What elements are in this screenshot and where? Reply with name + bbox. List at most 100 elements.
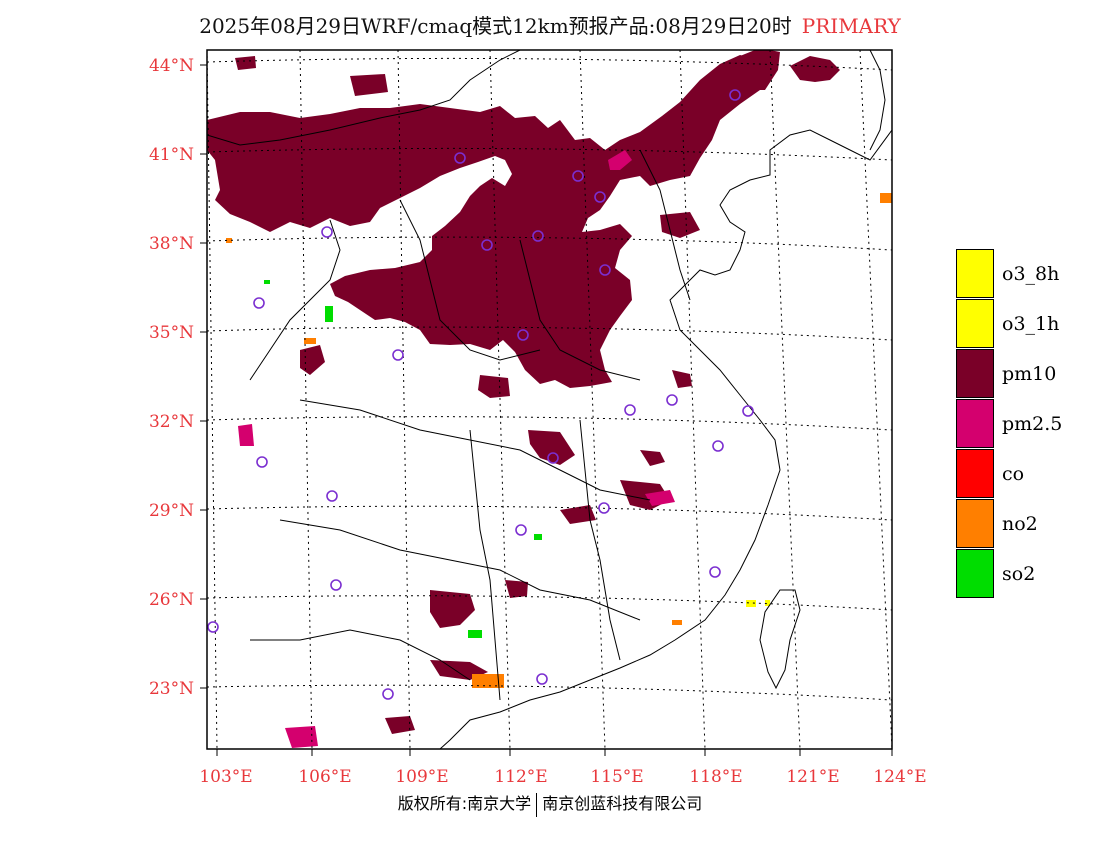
legend-label: pm10 — [1002, 363, 1057, 385]
province-border-3 — [299, 399, 651, 501]
legend-label: so2 — [1002, 563, 1036, 585]
legend-label: co — [1002, 463, 1025, 485]
pm25-areas — [238, 150, 675, 748]
coastline — [439, 129, 892, 749]
so2-areas — [264, 280, 542, 638]
pm10-patch-south — [385, 716, 415, 734]
station-marker — [599, 264, 611, 276]
so2-patch-4 — [264, 280, 270, 284]
no2-areas — [226, 193, 892, 688]
lon-label: 115°E — [590, 767, 643, 787]
province-border-8 — [639, 149, 691, 301]
lon-label: 103°E — [199, 767, 252, 787]
map-content — [207, 50, 892, 749]
pm10-patch-ne1 — [740, 50, 780, 90]
station-marker — [330, 579, 342, 591]
province-border-5 — [469, 429, 501, 701]
lat-label: 41°N — [149, 145, 194, 165]
station-marker — [481, 239, 493, 251]
station-marker — [536, 673, 548, 685]
station-marker — [392, 349, 404, 361]
lat-label: 44°N — [149, 56, 194, 76]
o3-areas — [746, 600, 770, 607]
meridian-106 — [299, 50, 313, 749]
legend-swatch — [956, 549, 994, 598]
pm10-region-north — [207, 55, 770, 388]
no2-patch-sea — [880, 193, 892, 203]
station-marker — [742, 405, 754, 417]
legend-label: o3_8h — [1002, 263, 1060, 285]
copyright-company: 南京创蓝科技有限公司 — [542, 794, 703, 813]
no2-patch-guangdong — [472, 674, 504, 688]
copyright-separator — [536, 792, 538, 817]
legend-swatch — [956, 449, 994, 498]
so2-patch-2 — [534, 534, 542, 540]
tick-marks — [200, 64, 893, 756]
meridian-109 — [397, 50, 411, 749]
legend-swatch — [956, 349, 994, 398]
parallel-26 — [207, 595, 892, 611]
so2-patch-1 — [325, 306, 333, 322]
lon-label: 118°E — [689, 767, 742, 787]
copyright-owner: 版权所有:南京大学 — [397, 794, 532, 813]
meridian-124 — [859, 50, 892, 749]
parallel-29 — [207, 505, 892, 521]
legend-label: pm2.5 — [1002, 413, 1063, 435]
parallel-23 — [207, 684, 892, 701]
pm25-patch-beijing — [608, 150, 632, 170]
station-marker — [709, 566, 721, 578]
parallel-32 — [207, 416, 892, 431]
province-border-9 — [249, 219, 341, 381]
pm10-patch-shanxi — [300, 345, 325, 375]
copyright: 版权所有:南京大学 南京创蓝科技有限公司 — [0, 790, 1100, 817]
station-marker — [712, 440, 724, 452]
pm25-patch-jiangxi — [645, 490, 675, 506]
map-title: 2025年08月29日WRF/cmaq模式12km预报产品:08月29日20时 P… — [0, 10, 1100, 39]
station-marker — [515, 524, 527, 536]
lat-label: 26°N — [149, 590, 194, 610]
legend-label: o3_1h — [1002, 313, 1060, 335]
legend-label: no2 — [1002, 513, 1038, 535]
station-marker — [547, 452, 559, 464]
pm10-patch-ne3 — [350, 74, 388, 96]
meridian-115 — [579, 50, 606, 749]
station-marker — [666, 394, 678, 406]
lat-label: 32°N — [149, 412, 194, 432]
boundaries — [207, 50, 892, 749]
legend-swatch — [956, 499, 994, 548]
lat-label: 35°N — [149, 323, 194, 343]
station-marker — [454, 152, 466, 164]
parallel-41 — [207, 147, 892, 161]
parallel-38 — [207, 236, 892, 251]
taiwan-outline — [759, 589, 801, 690]
o3-patch-1 — [746, 600, 756, 607]
station-marker — [256, 456, 268, 468]
meridian-118 — [679, 50, 706, 749]
lon-label: 112°E — [494, 767, 547, 787]
mongolia-border — [207, 50, 521, 146]
station-markers — [207, 89, 754, 700]
graticule — [207, 50, 892, 749]
lon-label: 109°E — [395, 767, 448, 787]
title-text: 2025年08月29日WRF/cmaq模式12km预报产品:08月29日20时 — [199, 14, 792, 38]
lon-label: 106°E — [298, 767, 351, 787]
station-marker — [624, 404, 636, 416]
parallel-35 — [207, 326, 892, 341]
legend-swatch — [956, 299, 994, 348]
station-marker — [729, 89, 741, 101]
pm25-patch-yunnan — [285, 726, 318, 748]
longitude-labels: 103°E 106°E 109°E 112°E 115°E 118°E 121°… — [199, 767, 926, 787]
pm10-patch-gz — [560, 505, 596, 524]
meridian-121 — [769, 50, 801, 749]
pm10-patch-hubei — [528, 430, 575, 465]
province-border-6 — [579, 419, 621, 661]
pm10-patch-henan — [478, 375, 510, 398]
lon-label: 124°E — [873, 767, 926, 787]
pm10-areas — [207, 50, 840, 734]
province-border-4 — [279, 519, 641, 621]
pm10-patch-anhui — [640, 450, 665, 466]
korea-outline — [869, 50, 886, 151]
so2-patch-3 — [468, 630, 482, 638]
station-marker — [207, 621, 219, 633]
